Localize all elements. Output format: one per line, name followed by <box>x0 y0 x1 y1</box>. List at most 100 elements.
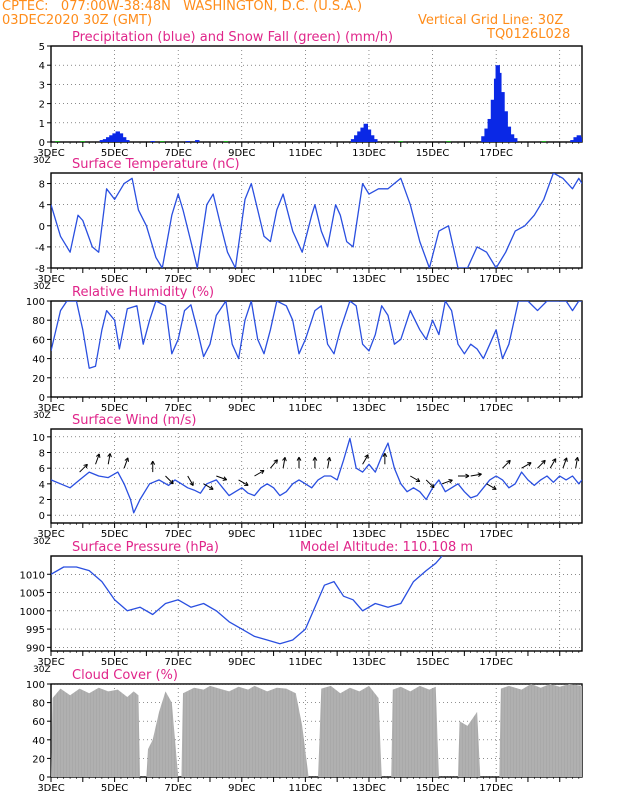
wind-arrowhead <box>508 460 511 465</box>
wind-arrowhead <box>566 457 568 462</box>
wind-arrowhead <box>449 479 453 484</box>
wind-arrowhead <box>109 453 112 458</box>
x-tick-label: 17DEC <box>479 403 513 414</box>
x-tick-label-clipped: 30Z <box>33 537 51 547</box>
wind-arrow <box>270 459 278 469</box>
snow-bar <box>541 141 547 142</box>
y-tick-label: 60 <box>32 335 45 346</box>
panel-frame <box>50 428 583 524</box>
x-tick-label: 7DEC <box>164 403 191 414</box>
panel-title: Cloud Cover (%) <box>72 668 178 683</box>
y-tick-label: 5 <box>39 42 45 53</box>
y-tick-label: 6 <box>39 464 45 475</box>
precip-bar <box>109 135 114 142</box>
y-tick-label: 1005 <box>20 589 45 600</box>
plot-area <box>51 173 582 268</box>
wind-arrow <box>123 457 129 469</box>
x-tick-label: 15DEC <box>416 657 450 668</box>
wind-arrowhead <box>282 457 286 461</box>
series-line <box>51 556 443 645</box>
wind-arrow <box>95 453 100 465</box>
snow-bar <box>398 141 403 142</box>
x-tick-label: 11DEC <box>289 274 323 285</box>
wind-arrow <box>327 457 331 469</box>
y-tick-label: 0 <box>39 222 45 233</box>
precip-bar <box>185 141 190 142</box>
wind-arrowhead <box>429 486 435 489</box>
wind-arrowhead <box>127 457 129 462</box>
wind-arrowhead <box>506 459 511 462</box>
wind-arrow <box>165 475 174 485</box>
precip-bar <box>350 139 356 142</box>
x-tick-label: 11DEC <box>289 657 323 668</box>
wind-arrowhead <box>312 456 316 461</box>
series-line <box>51 437 582 514</box>
y-tick-label: 80 <box>32 699 45 710</box>
plot-area <box>51 46 582 142</box>
precip-bar <box>125 140 130 142</box>
precip-bar <box>115 131 120 142</box>
plot-area <box>51 301 582 397</box>
x-tick-label: 13DEC <box>352 148 386 159</box>
y-tick-label: 1010 <box>20 570 45 581</box>
plot-area <box>51 556 582 651</box>
wind-arrowhead <box>85 464 88 469</box>
snow-bar <box>80 141 85 142</box>
snow-bar <box>223 141 229 142</box>
x-tick-label: 9DEC <box>228 274 255 285</box>
x-tick-label: 3DEC <box>37 529 64 540</box>
wind-arrowhead <box>189 483 194 486</box>
wind-arrowhead <box>552 458 556 462</box>
wind-arrowhead <box>543 460 546 465</box>
series-line <box>51 301 582 369</box>
y-tick-label: 100 <box>26 297 45 308</box>
precip-bar <box>573 137 578 142</box>
wind-arrow <box>238 479 249 486</box>
wind-arrow <box>425 479 435 489</box>
wind-arrowhead <box>223 476 228 481</box>
wind-arrow <box>470 473 482 477</box>
x-tick-label: 3DEC <box>37 657 64 668</box>
y-tick-label: 0 <box>39 511 45 522</box>
wind-arrow <box>362 454 369 465</box>
wind-arrow <box>282 457 286 469</box>
x-tick-label: 7DEC <box>164 274 191 285</box>
panel-5: 990 995 1000 1005 1010 3DEC 5DEC 7DEC 9DEC 11DEC 1… <box>20 540 583 675</box>
panel-title: Surface Wind (m/s) <box>72 413 196 428</box>
grid-line-note: Vertical Grid Line: 30Z <box>418 13 564 28</box>
wind-arrowhead <box>273 459 278 462</box>
station-header: CPTEC: 077:00W-38:48N WASHINGTON, D.C. (… <box>2 0 363 14</box>
wind-arrow <box>216 475 227 481</box>
x-tick-label: 5DEC <box>101 274 128 285</box>
panel-frame <box>50 172 583 269</box>
wind-arrowhead <box>478 473 482 477</box>
panel-frame <box>50 300 583 398</box>
precip-bar <box>363 123 368 142</box>
x-tick-label: 15DEC <box>416 783 450 794</box>
panel-1: 0 1 2 3 4 5 3DEC 5DEC 7DEC 9DEC 11DEC 13DEC 15DEC 17D… <box>33 30 583 166</box>
precip-bar <box>500 92 505 142</box>
panel-6: 0 20 40 60 80 100 3DEC 5DEC 7DEC 9DEC 11DEC 13DEC 15… <box>26 668 583 794</box>
wind-arrowhead <box>171 479 174 484</box>
precip-bar <box>509 134 515 142</box>
precip-bar <box>106 137 111 142</box>
snow-bar <box>446 141 451 142</box>
x-tick-label-clipped: 30Z <box>33 156 51 166</box>
precip-bar <box>195 140 200 142</box>
x-tick-label: 5DEC <box>101 783 128 794</box>
precip-bar <box>150 141 155 142</box>
x-tick-label: 9DEC <box>228 148 255 159</box>
wind-arrowhead <box>152 460 156 465</box>
wind-arrow <box>575 457 579 469</box>
x-tick-label-clipped: 30Z <box>33 411 51 421</box>
wind-arrow <box>562 457 568 469</box>
y-tick-label: 0 <box>39 773 45 784</box>
y-tick-label: 1 <box>39 119 45 130</box>
precip-bar <box>579 137 582 142</box>
y-tick-label: 4 <box>39 61 45 72</box>
precip-bar <box>112 133 117 142</box>
x-tick-label: 7DEC <box>164 657 191 668</box>
y-tick-label: 4 <box>39 480 45 491</box>
snow-bar <box>55 141 60 142</box>
y-tick-label: 3 <box>39 80 45 91</box>
